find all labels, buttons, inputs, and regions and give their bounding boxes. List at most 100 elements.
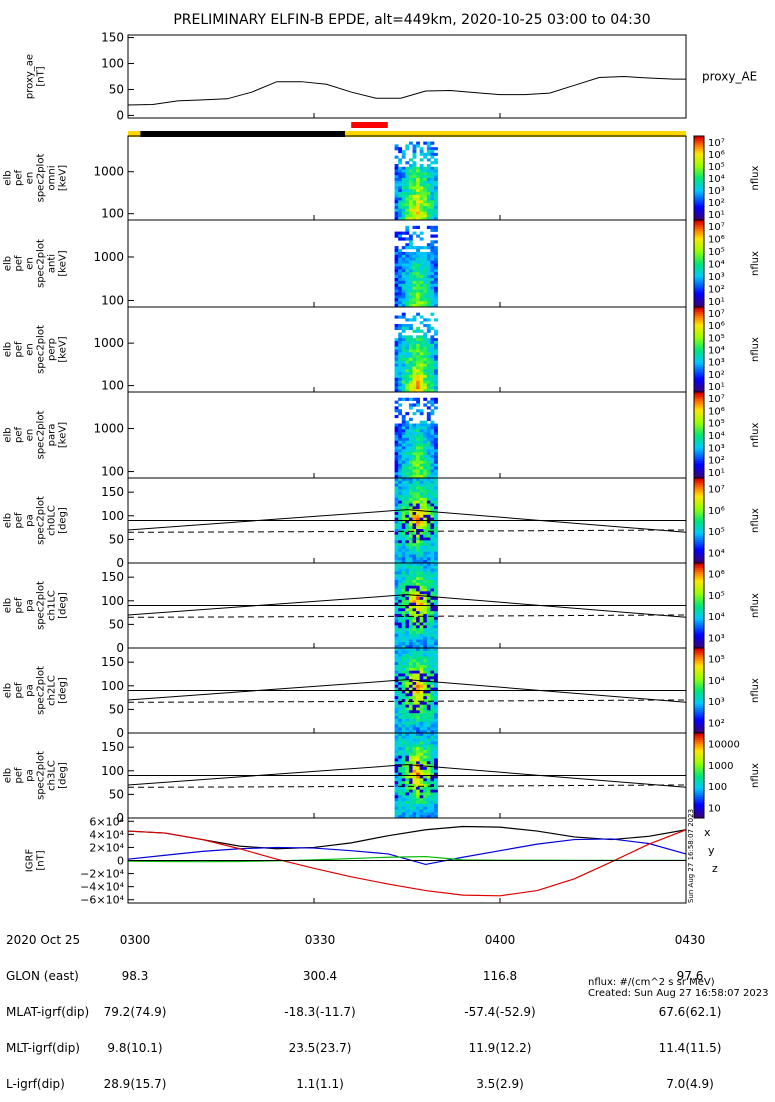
heatmap-cell [412, 211, 417, 215]
heatmap-cell [398, 534, 403, 538]
heatmap-cell [434, 543, 438, 547]
heatmap-cell [426, 208, 431, 212]
heatmap-cell [401, 251, 406, 256]
heatmap-cell [430, 721, 435, 725]
heatmap-cell [419, 662, 424, 666]
heatmap-cell [419, 214, 424, 218]
heatmap-cell [408, 192, 413, 196]
heatmap-cell [419, 164, 424, 168]
heatmap-cell [408, 772, 413, 776]
heatmap-cell [423, 551, 428, 555]
heatmap-cell [426, 211, 431, 215]
heatmap-cell [398, 809, 403, 813]
heatmap-cell [408, 781, 413, 785]
heatmap-cell [434, 633, 438, 637]
heatmap-cell [419, 784, 424, 788]
heatmap-cell [423, 183, 428, 187]
heatmap-cell [401, 343, 406, 347]
colorbar-segment [694, 194, 704, 198]
heatmap-cell [434, 619, 438, 623]
heatmap-cell [398, 608, 403, 612]
heatmap-cell [419, 147, 424, 151]
colorbar-segment [694, 462, 704, 466]
heatmap-cell [434, 815, 438, 819]
heatmap-cell [401, 489, 406, 493]
heatmap-cell [419, 503, 424, 507]
heatmap-cell [394, 455, 399, 459]
heatmap-cell [426, 517, 431, 521]
heatmap-cell [423, 189, 428, 193]
heatmap-cell [398, 315, 403, 319]
heatmap-cell [412, 631, 417, 635]
heatmap-cell [398, 386, 403, 390]
heatmap-cell [430, 214, 435, 218]
heatmap-cell [426, 625, 431, 629]
colorbar-segment [694, 387, 704, 391]
heatmap-cell [430, 426, 435, 430]
colorbar-tick-label: 10000 [708, 740, 740, 751]
y-tick-label: 150 [101, 740, 124, 754]
y-tick-label: 150 [101, 31, 124, 45]
heatmap-cell [430, 812, 435, 816]
colorbar-segment [694, 473, 704, 477]
heatmap-cell [394, 778, 399, 782]
footer-row-labels: 2020 Oct 25 GLON (east) MLAT-igrf(dip) M… [6, 910, 89, 1102]
heatmap-cell [394, 369, 399, 373]
heatmap-cell [401, 426, 406, 430]
colorbar-segment [694, 452, 704, 455]
heatmap-cell [426, 295, 431, 299]
heatmap-cell [430, 537, 435, 541]
heatmap-cell [434, 257, 438, 261]
heatmap-cell [408, 523, 413, 527]
heatmap-cell [401, 670, 406, 674]
heatmap-cell [412, 225, 417, 229]
igrf-line-y [127, 838, 687, 866]
colorbar-segment [694, 332, 704, 336]
heatmap-cell [419, 687, 424, 691]
heatmap-cell [419, 724, 424, 728]
heatmap-cell [419, 158, 424, 162]
heatmap-cell [405, 486, 410, 490]
heatmap-cell [405, 585, 410, 589]
heatmap-cell [394, 713, 399, 717]
heatmap-cell [405, 289, 410, 293]
heatmap-cell [430, 597, 435, 601]
heatmap-cell [394, 696, 399, 700]
colorbar-segment [694, 660, 704, 664]
heatmap-cell [434, 761, 438, 765]
heatmap-cell [408, 194, 413, 198]
heatmap-cell [405, 548, 410, 552]
heatmap-cell [416, 735, 420, 739]
heatmap-cell [430, 289, 435, 293]
heatmap-cell [398, 189, 403, 193]
heatmap-cell [405, 803, 410, 807]
colorbar-segment [694, 779, 704, 783]
heatmap-cell [398, 795, 403, 799]
heatmap-cell [405, 243, 410, 247]
heatmap-cell [398, 457, 403, 462]
heatmap-cell [401, 616, 406, 620]
heatmap-cell [434, 246, 438, 250]
heatmap-cell [398, 463, 403, 467]
heatmap-cell [398, 761, 403, 765]
heatmap-cell [412, 497, 417, 501]
colorbar-segment [694, 533, 704, 536]
colorbar-segment [694, 140, 704, 143]
y-axis-label: elb [3, 598, 14, 613]
heatmap-cell [412, 665, 417, 669]
heatmap-cell [430, 283, 435, 287]
heatmap-cell [401, 189, 406, 193]
heatmap-cell [416, 372, 420, 376]
heatmap-cell [419, 792, 424, 796]
footer-label-glon: GLON (east) [6, 969, 79, 983]
panel-pa_ch3: elb pef pa spec2plot ch3LC [deg]0501001501010… [3, 732, 761, 825]
heatmap-cell [416, 446, 420, 450]
heatmap-cell [401, 469, 406, 473]
heatmap-cell [412, 543, 417, 547]
heatmap-cell [419, 463, 424, 467]
heatmap-cell [408, 417, 413, 421]
heatmap-cell [416, 275, 420, 279]
heatmap-cell [412, 208, 417, 212]
heatmap-cell [430, 172, 435, 176]
heatmap-cell [394, 642, 399, 646]
